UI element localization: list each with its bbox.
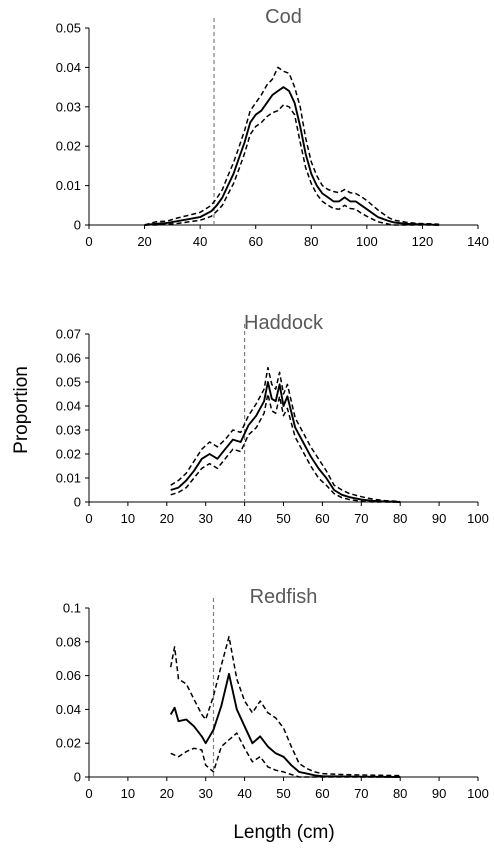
cod-y-tick-label: 0.04 bbox=[56, 60, 81, 75]
haddock-y-tick-label: 0.02 bbox=[56, 447, 81, 462]
cod-lower-line bbox=[144, 104, 440, 226]
redfish-lower-line bbox=[170, 732, 401, 778]
cod-y-tick-label: 0.01 bbox=[56, 178, 81, 193]
cod-x-tick-label: 60 bbox=[248, 234, 262, 249]
haddock-x-tick-label: 40 bbox=[237, 511, 251, 526]
redfish-x-tick-label: 0 bbox=[85, 786, 92, 801]
redfish-x-tick-label: 70 bbox=[354, 786, 368, 801]
redfish-title: Redfish bbox=[250, 586, 318, 608]
haddock-y-tick-label: 0.01 bbox=[56, 471, 81, 486]
haddock-upper-line bbox=[170, 366, 401, 503]
redfish-x-tick-label: 90 bbox=[432, 786, 446, 801]
haddock-x-tick-label: 30 bbox=[198, 511, 212, 526]
haddock-x-tick-label: 70 bbox=[354, 511, 368, 526]
haddock-x-tick-label: 80 bbox=[393, 511, 407, 526]
redfish-x-tick-label: 20 bbox=[160, 786, 174, 801]
redfish-y-tick-label: 0.1 bbox=[63, 601, 81, 616]
haddock-title: Haddock bbox=[244, 312, 324, 334]
cod-y-tick-label: 0.02 bbox=[56, 139, 81, 154]
redfish-x-tick-label: 10 bbox=[121, 786, 135, 801]
cod-y-tick-label: 0 bbox=[74, 218, 81, 233]
redfish-x-tick-label: 30 bbox=[198, 786, 212, 801]
panel-haddock: 0 0.01 0.02 0.03 0.04 0.05 0.06 0.07 0 10 20 30 40 50… bbox=[56, 312, 489, 526]
cod-title: Cod bbox=[265, 6, 302, 28]
haddock-x-tick-label: 90 bbox=[432, 511, 446, 526]
panel-cod: 0 0.01 0.02 0.03 0.04 0.05 0 20 40 60 80 100 120 140 C… bbox=[56, 6, 489, 249]
cod-x-tick-label: 80 bbox=[304, 234, 318, 249]
redfish-y-tick-label: 0 bbox=[74, 770, 81, 785]
redfish-y-tick-label: 0.06 bbox=[56, 668, 81, 683]
haddock-mean-line bbox=[170, 381, 401, 503]
haddock-x-tick-label: 60 bbox=[315, 511, 329, 526]
redfish-y-tick-label: 0.02 bbox=[56, 736, 81, 751]
cod-y-tick-label: 0.03 bbox=[56, 99, 81, 114]
redfish-mean-line bbox=[169, 672, 401, 778]
cod-x-tick-label: 100 bbox=[356, 234, 378, 249]
cod-x-tick-label: 20 bbox=[137, 234, 151, 249]
redfish-x-tick-label: 80 bbox=[393, 786, 407, 801]
cod-upper-line bbox=[144, 66, 440, 226]
redfish-x-tick-label: 60 bbox=[315, 786, 329, 801]
haddock-y-tick-label: 0.03 bbox=[56, 423, 81, 438]
haddock-x-tick-label: 20 bbox=[160, 511, 174, 526]
haddock-x-tick-label: 100 bbox=[467, 511, 489, 526]
panel-redfish: 0 0.02 0.04 0.06 0.08 0.1 0 10 20 30 40 50 60 70 80 90 1… bbox=[56, 586, 489, 801]
haddock-y-tick-label: 0.06 bbox=[56, 351, 81, 366]
haddock-x-tick-label: 50 bbox=[276, 511, 290, 526]
redfish-x-tick-label: 50 bbox=[276, 786, 290, 801]
haddock-y-tick-label: 0.05 bbox=[56, 375, 81, 390]
haddock-y-tick-label: 0.07 bbox=[56, 327, 81, 342]
redfish-y-tick-label: 0.04 bbox=[56, 702, 81, 717]
cod-x-tick-label: 40 bbox=[193, 234, 207, 249]
redfish-y-tick-label: 0.08 bbox=[56, 634, 81, 649]
cod-x-tick-label: 140 bbox=[467, 234, 489, 249]
haddock-y-tick-label: 0 bbox=[74, 495, 81, 510]
cod-y-tick-label: 0.05 bbox=[56, 21, 81, 36]
haddock-x-tick-label: 0 bbox=[85, 511, 92, 526]
redfish-x-tick-label: 40 bbox=[237, 786, 251, 801]
redfish-upper-line bbox=[169, 635, 401, 777]
haddock-lower-line bbox=[170, 393, 401, 503]
redfish-x-tick-label: 100 bbox=[467, 786, 489, 801]
cod-x-tick-label: 0 bbox=[85, 234, 92, 249]
haddock-y-tick-label: 0.04 bbox=[56, 399, 81, 414]
cod-x-tick-label: 120 bbox=[412, 234, 434, 249]
cod-mean-line bbox=[144, 86, 440, 226]
x-axis-label: Length (cm) bbox=[233, 822, 334, 843]
haddock-x-tick-label: 10 bbox=[121, 511, 135, 526]
y-axis-label: Proportion bbox=[11, 366, 32, 454]
